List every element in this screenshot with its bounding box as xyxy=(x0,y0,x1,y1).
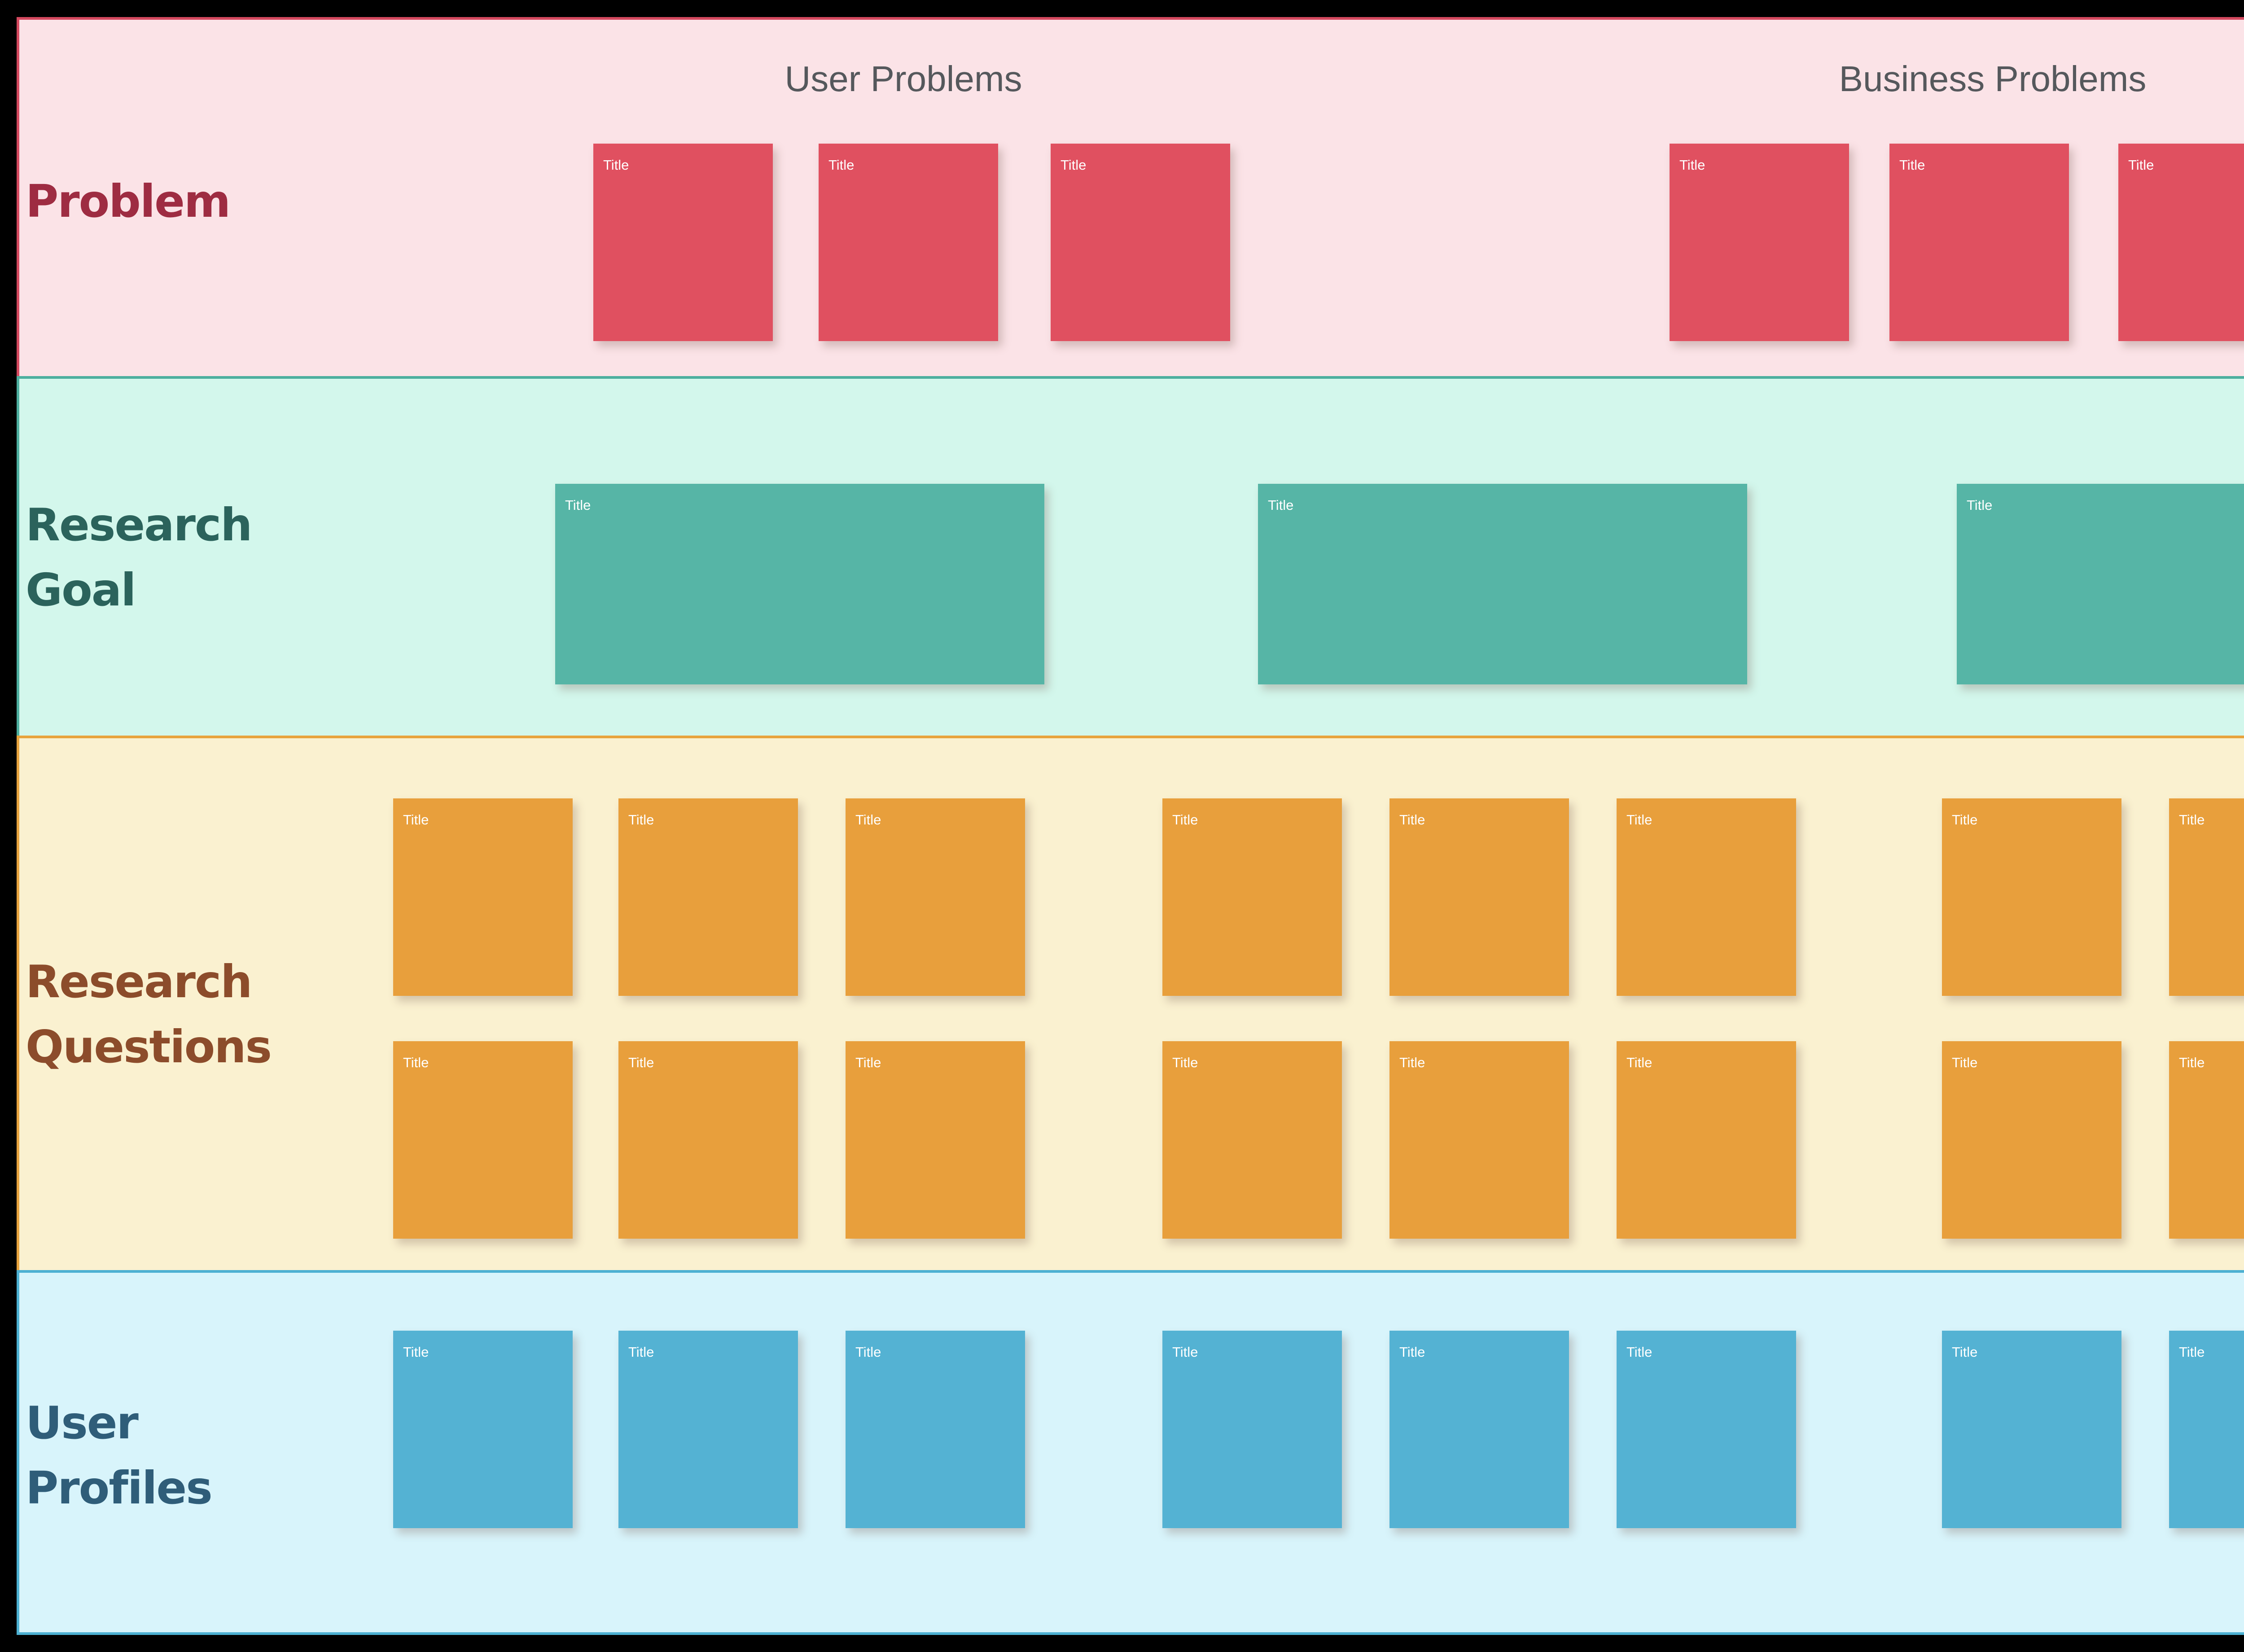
note-title: Title xyxy=(855,812,881,828)
sticky-note-rq-g2-r2-1[interactable]: Title xyxy=(1162,1041,1342,1239)
sticky-note-profile-g3-2[interactable]: Title xyxy=(2169,1331,2244,1528)
note-title: Title xyxy=(1952,1055,1978,1070)
sticky-note-rq-g1-r2-3[interactable]: Title xyxy=(846,1041,1025,1239)
note-title: Title xyxy=(565,497,591,513)
note-title: Title xyxy=(1626,812,1652,828)
note-title: Title xyxy=(855,1055,881,1070)
note-title: Title xyxy=(1967,497,1993,513)
note-title: Title xyxy=(2179,1344,2205,1360)
row-label-line: User xyxy=(26,1397,139,1449)
note-title: Title xyxy=(1679,157,1705,173)
note-title: Title xyxy=(1399,812,1425,828)
sticky-note-rq-g1-r2-2[interactable]: Title xyxy=(618,1041,798,1239)
note-title: Title xyxy=(1268,497,1294,513)
row-label-research-questions: Research Questions xyxy=(26,949,272,1079)
sticky-note-rq-g2-r2-3[interactable]: Title xyxy=(1617,1041,1796,1239)
sticky-note-research-goal-3[interactable]: Title xyxy=(1957,484,2244,684)
sticky-note-problem-business-1[interactable]: Title xyxy=(1670,144,1849,341)
column-header-user-problems: User Problems xyxy=(785,59,1022,99)
note-title: Title xyxy=(1899,157,1925,173)
note-title: Title xyxy=(603,157,629,173)
band-research-goal xyxy=(17,376,2244,738)
row-label-line: Research xyxy=(26,499,252,551)
note-title: Title xyxy=(1172,812,1198,828)
note-title: Title xyxy=(2179,1055,2205,1070)
sticky-note-rq-g1-r1-1[interactable]: Title xyxy=(393,798,573,996)
note-title: Title xyxy=(1626,1055,1652,1070)
row-label-user-profiles: User Profiles xyxy=(26,1390,213,1521)
sticky-note-research-goal-2[interactable]: Title xyxy=(1258,484,1747,684)
note-title: Title xyxy=(855,1344,881,1360)
sticky-note-problem-user-2[interactable]: Title xyxy=(819,144,998,341)
note-title: Title xyxy=(2128,157,2154,173)
band-research-questions xyxy=(17,736,2244,1273)
row-label-line: Goal xyxy=(26,564,136,616)
sticky-note-profile-g1-2[interactable]: Title xyxy=(618,1331,798,1528)
sticky-note-profile-g2-2[interactable]: Title xyxy=(1389,1331,1569,1528)
row-label-line: Problem xyxy=(26,175,231,228)
note-title: Title xyxy=(628,1344,654,1360)
sticky-note-problem-user-3[interactable]: Title xyxy=(1051,144,1230,341)
row-label-research-goal: Research Goal xyxy=(26,492,252,622)
row-label-line: Profiles xyxy=(26,1462,213,1514)
sticky-note-profile-g3-1[interactable]: Title xyxy=(1942,1331,2121,1528)
sticky-note-rq-g1-r1-3[interactable]: Title xyxy=(846,798,1025,996)
sticky-note-rq-g3-r2-2[interactable]: Title xyxy=(2169,1041,2244,1239)
sticky-note-problem-business-3[interactable]: Title xyxy=(2118,144,2244,341)
sticky-note-rq-g2-r1-1[interactable]: Title xyxy=(1162,798,1342,996)
note-title: Title xyxy=(828,157,855,173)
note-title: Title xyxy=(628,812,654,828)
sticky-note-rq-g3-r2-1[interactable]: Title xyxy=(1942,1041,2121,1239)
sticky-note-research-goal-1[interactable]: Title xyxy=(555,484,1044,684)
note-title: Title xyxy=(1952,1344,1978,1360)
row-label-line: Questions xyxy=(26,1021,272,1073)
note-title: Title xyxy=(1952,812,1978,828)
sticky-note-problem-user-1[interactable]: Title xyxy=(593,144,773,341)
sticky-note-problem-business-2[interactable]: Title xyxy=(1889,144,2069,341)
note-title: Title xyxy=(1399,1055,1425,1070)
sticky-note-rq-g1-r1-2[interactable]: Title xyxy=(618,798,798,996)
note-title: Title xyxy=(403,1055,429,1070)
sticky-note-profile-g1-3[interactable]: Title xyxy=(846,1331,1025,1528)
note-title: Title xyxy=(1399,1344,1425,1360)
sticky-note-rq-g2-r2-2[interactable]: Title xyxy=(1389,1041,1569,1239)
band-user-profiles xyxy=(17,1270,2244,1635)
note-title: Title xyxy=(403,1344,429,1360)
sticky-note-rq-g2-r1-2[interactable]: Title xyxy=(1389,798,1569,996)
note-title: Title xyxy=(1626,1344,1652,1360)
note-title: Title xyxy=(2179,812,2205,828)
note-title: Title xyxy=(1172,1344,1198,1360)
note-title: Title xyxy=(1172,1055,1198,1070)
sticky-note-profile-g1-1[interactable]: Title xyxy=(393,1331,573,1528)
column-header-business-problems: Business Problems xyxy=(1839,59,2147,99)
note-title: Title xyxy=(403,812,429,828)
note-title: Title xyxy=(1061,157,1087,173)
sticky-note-rq-g3-r1-2[interactable]: Title xyxy=(2169,798,2244,996)
row-label-problem: Problem xyxy=(26,169,231,234)
note-title: Title xyxy=(628,1055,654,1070)
sticky-note-rq-g1-r2-1[interactable]: Title xyxy=(393,1041,573,1239)
row-label-line: Research xyxy=(26,955,252,1008)
sticky-note-profile-g2-1[interactable]: Title xyxy=(1162,1331,1342,1528)
sticky-note-rq-g3-r1-1[interactable]: Title xyxy=(1942,798,2121,996)
sticky-note-rq-g2-r1-3[interactable]: Title xyxy=(1617,798,1796,996)
sticky-note-profile-g2-3[interactable]: Title xyxy=(1617,1331,1796,1528)
